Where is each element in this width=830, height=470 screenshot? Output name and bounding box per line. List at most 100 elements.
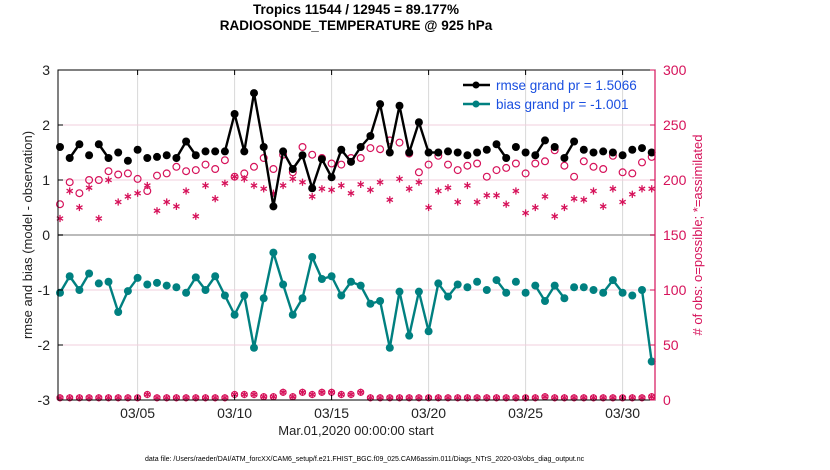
obs-assimilated-marker [512,187,520,195]
series-segment [243,295,256,348]
obs-assimilated-marker [425,203,433,212]
obs-assimilated-marker [75,203,83,212]
obs-assimilated-marker [648,185,656,193]
obs-assimilated-marker [153,207,161,215]
asterisk-stroke [405,395,413,401]
asterisk-stroke [444,185,452,191]
obs-possible-marker [356,154,365,163]
asterisk-stroke [551,395,559,401]
series-segment [252,92,265,148]
series-segment [281,284,294,316]
obs-assimilated-marker [580,196,588,204]
bias-point [172,283,181,292]
rmse-point [337,145,346,154]
obs-assimilated-marker [590,187,597,195]
asterisk-stroke [425,205,433,210]
bias-point [337,291,346,300]
obs-assimilated-marker [240,175,248,183]
asterisk-stroke [638,395,646,401]
obs-assimilated-marker [124,192,132,201]
bias-point [356,281,365,290]
bias-point [123,287,132,296]
series-segment [301,154,314,189]
rmse-point [308,184,317,193]
rmse-point [502,154,511,162]
rmse-point [56,143,64,151]
asterisk-stroke [153,395,161,401]
obs-possible-marker [308,150,317,159]
rmse-point [366,132,375,140]
rmse-point [143,154,152,162]
asterisk-stroke [163,395,171,401]
asterisk-stroke [163,199,171,205]
bias-point [259,294,268,303]
asterisk-stroke [105,177,112,183]
asterisk-stroke [75,395,83,401]
obs-assimilated-marker [318,185,326,193]
obs-assimilated-marker [599,202,607,210]
obs-possible-marker [269,165,278,174]
rmse-point [114,148,123,157]
obs-bottom-asterisk [648,393,656,401]
obs-assimilated-marker [299,178,306,186]
bias-point [230,310,239,319]
x-axis-label: Mar.01,2020 00:00:00 start [278,423,434,438]
obs-possible-marker [560,161,569,170]
asterisk-stroke [648,186,656,192]
rmse-point [123,156,132,165]
obs-possible-marker [133,174,142,183]
obs-possible-marker [75,189,84,198]
legend-label-rmse: rmse grand pr = 1.5066 [496,78,637,93]
rmse-point [162,151,171,160]
asterisk-stroke [172,395,180,401]
obs-assimilated-marker [172,202,180,210]
obs-assimilated-marker [143,181,151,190]
obs-assimilated-marker [531,203,539,212]
asterisk-stroke [483,193,491,198]
asterisk-stroke [396,176,403,182]
obs-assimilated-marker [628,190,636,198]
bias-point [376,297,385,305]
asterisk-stroke [570,196,578,202]
bias-point [162,281,171,290]
y-tick-label-right: 300 [663,62,687,78]
bias-point [463,283,472,292]
rmse-point [550,143,559,151]
asterisk-stroke [386,197,394,203]
obs-possible-marker [628,169,637,178]
y-tick-label: 3 [42,62,50,78]
rmse-point [647,148,656,157]
obs-assimilated-marker [405,185,413,193]
rmse-point [608,148,617,157]
asterisk-stroke [512,395,520,401]
obs-assimilated-marker [66,187,74,195]
asterisk-stroke [143,392,151,397]
obs-bottom-asterisk [299,388,306,396]
obs-possible-marker [482,172,491,181]
obs-assimilated-marker [279,181,287,190]
legend-marker-bias [472,100,480,108]
asterisk-stroke [211,196,219,202]
bias-point [502,288,511,297]
obs-bottom-asterisk [541,393,549,401]
asterisk-stroke [231,174,239,180]
obs-assimilated-marker [250,181,258,190]
legend-label-bias: bias grand pr = -1.001 [496,97,628,112]
series-segment [252,298,265,348]
bias-point [143,280,152,289]
obs-assimilated-marker [163,198,171,206]
obs-assimilated-marker [231,173,239,181]
bias-point [220,291,229,300]
bias-point [94,279,103,288]
asterisk-stroke [347,392,355,397]
obs-bottom-asterisk [279,388,287,396]
obs-bottom-asterisk [269,393,277,401]
series-segment [398,291,411,336]
y-tick-label: -3 [38,392,51,408]
obs-assimilated-marker [493,191,500,199]
obs-bottom-asterisk [308,390,316,399]
asterisk-stroke [560,205,568,210]
asterisk-stroke [599,204,607,209]
obs-assimilated-marker [541,192,549,201]
